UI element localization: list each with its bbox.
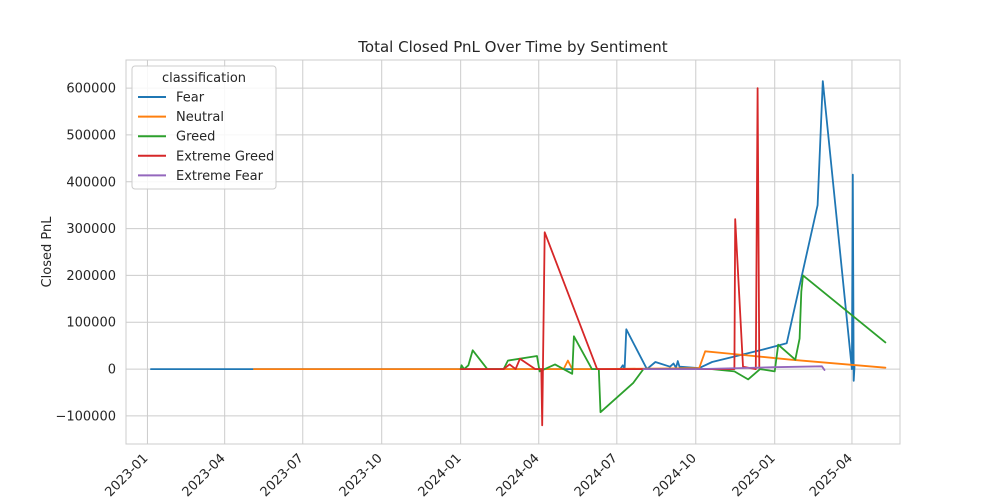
y-tick-label: 300000 <box>66 222 116 237</box>
legend-box <box>131 65 277 190</box>
y-tick-label: 500000 <box>66 128 116 143</box>
legend-label-fear: Fear <box>176 91 205 106</box>
y-tick-label: 200000 <box>66 269 116 284</box>
y-tick-label: 600000 <box>66 82 116 97</box>
legend-label-extreme-greed: Extreme Greed <box>176 149 274 164</box>
legend: classification Fear Neutral Greed Extreme G… <box>131 65 277 190</box>
plot-area-border <box>125 59 901 445</box>
legend-items: Fear Neutral Greed Extreme Greed Extreme Fea… <box>138 91 274 184</box>
legend-title: classification <box>162 71 246 86</box>
legend-label-extreme-fear: Extreme Fear <box>176 169 264 184</box>
legend-label-greed: Greed <box>176 130 215 145</box>
series-line-neutral <box>253 350 887 370</box>
legend-label-neutral: Neutral <box>176 110 224 125</box>
axes-frame <box>125 59 901 445</box>
y-tick-label: 100000 <box>66 316 116 331</box>
y-tick-label: −100000 <box>55 409 116 424</box>
y-tick-label: 400000 <box>66 175 116 190</box>
y-axis-label: Closed PnL <box>40 216 55 288</box>
series-lines <box>150 80 887 427</box>
series-line-extreme-fear <box>642 365 826 371</box>
chart-title: Total Closed PnL Over Time by Sentiment <box>357 38 668 56</box>
y-tick-label: 0 <box>108 363 116 378</box>
